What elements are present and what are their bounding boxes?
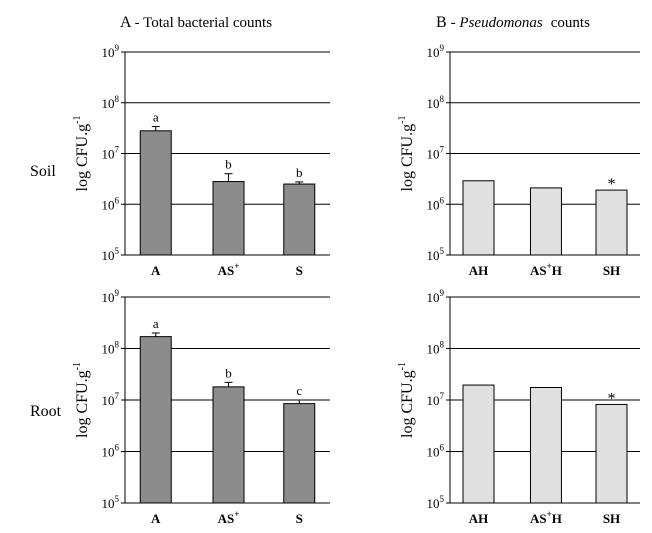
row-label-soil: Soil xyxy=(30,163,56,180)
bar-A xyxy=(139,336,172,504)
x-tick-label: SH xyxy=(603,511,620,526)
panel-a-title: A - Total bacterial counts xyxy=(120,14,272,31)
x-tick-label: S xyxy=(296,263,303,278)
y-tick-label: 109 xyxy=(102,43,120,60)
panel-b-title: B - Pseudomonas counts xyxy=(436,14,590,31)
bar-AH xyxy=(462,180,495,256)
y-tick-label: 108 xyxy=(427,340,445,357)
row-label-root: Root xyxy=(30,403,62,420)
chart-panel-4: 105 106 107 108 109 log CFU.g-1 AH AS+H * SH xyxy=(397,288,640,526)
significance-label: b xyxy=(225,365,232,380)
y-tick-label: 105 xyxy=(427,246,445,263)
panel-b-letter: B xyxy=(436,14,447,31)
y-tick-label: 108 xyxy=(102,340,120,357)
panel-b-dash: - xyxy=(451,15,460,31)
y-axis-label: log CFU.g-1 xyxy=(397,362,416,438)
significance-label: b xyxy=(225,157,232,172)
y-axis-label: log CFU.g-1 xyxy=(397,116,416,192)
x-tick-label: AS+H xyxy=(530,509,562,526)
y-tick-label: 106 xyxy=(427,195,445,212)
y-tick-label: 108 xyxy=(427,94,445,111)
x-tick-label: SH xyxy=(603,263,620,278)
x-tick-label: AH xyxy=(469,263,489,278)
bar-ASplus xyxy=(212,386,245,504)
panel-a-title-text: - Total bacterial counts xyxy=(135,15,273,31)
y-tick-label: 107 xyxy=(427,391,445,408)
x-tick-label: AS+H xyxy=(530,261,562,278)
significance-label: a xyxy=(153,316,159,331)
chart-panel-3: 105 106 107 108 109 log CFU.g-1 a Ab AS+ c S xyxy=(72,288,330,526)
bar-A xyxy=(139,130,172,256)
significance-label: b xyxy=(296,165,303,180)
bar-S xyxy=(283,183,316,256)
y-tick-label: 105 xyxy=(102,246,120,263)
significance-label: c xyxy=(296,383,302,398)
bar-S xyxy=(283,403,316,504)
bar-ASplusH xyxy=(529,386,562,504)
panel-b-title-italic: Pseudomonas xyxy=(458,15,542,31)
x-tick-label: A xyxy=(151,511,161,526)
x-tick-label: S xyxy=(296,511,303,526)
y-tick-label: 109 xyxy=(427,43,445,60)
chart-panel-1: 105 106 107 108 109 log CFU.g-1 a Ab AS+ b S xyxy=(72,43,330,278)
y-tick-label: 106 xyxy=(102,443,120,460)
x-tick-label: AS+ xyxy=(218,261,240,278)
y-tick-label: 109 xyxy=(102,288,120,305)
x-tick-label: AS+ xyxy=(218,509,240,526)
significance-label: a xyxy=(153,110,159,125)
y-tick-label: 105 xyxy=(427,494,445,511)
y-tick-label: 106 xyxy=(102,195,120,212)
y-axis-label: log CFU.g-1 xyxy=(72,116,91,192)
panel-b-title-rest: counts xyxy=(551,15,590,31)
y-tick-label: 107 xyxy=(427,145,445,162)
y-tick-label: 108 xyxy=(102,94,120,111)
bar-ASplus xyxy=(212,181,245,256)
significance-label: * xyxy=(608,390,616,407)
bar-ASplusH xyxy=(529,187,562,256)
chart-panel-2: 105 106 107 108 109 log CFU.g-1 AH AS+H * SH xyxy=(397,43,640,278)
x-tick-label: A xyxy=(151,263,161,278)
y-tick-label: 106 xyxy=(427,443,445,460)
bar-SH xyxy=(595,403,628,504)
y-tick-label: 107 xyxy=(102,391,120,408)
bar-SH xyxy=(595,189,628,256)
bar-AH xyxy=(462,384,495,504)
y-axis-label: log CFU.g-1 xyxy=(72,362,91,438)
significance-label: * xyxy=(608,176,616,193)
y-tick-label: 105 xyxy=(102,494,120,511)
y-tick-label: 109 xyxy=(427,288,445,305)
x-tick-label: AH xyxy=(469,511,489,526)
y-tick-label: 107 xyxy=(102,145,120,162)
panel-a-letter: A xyxy=(120,14,132,31)
